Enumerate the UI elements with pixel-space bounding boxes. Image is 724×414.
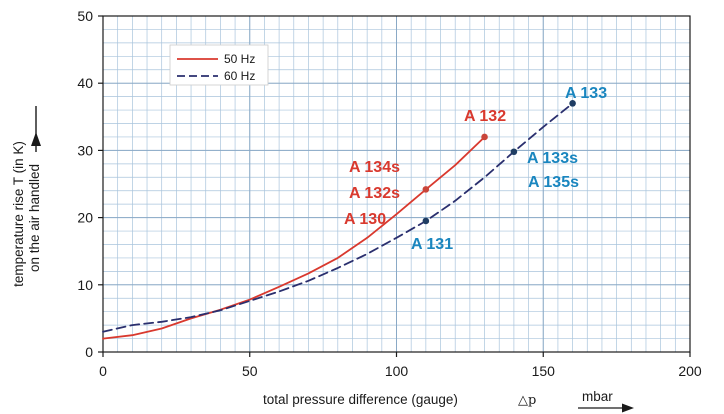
series-line-50hz bbox=[102, 136, 486, 340]
legend-box bbox=[169, 44, 269, 86]
data-point bbox=[569, 100, 576, 107]
annotation-a132: A 132 bbox=[464, 108, 506, 125]
y-axis-ticks: 0 10 20 30 40 50 bbox=[77, 8, 103, 360]
y-tick-label: 20 bbox=[77, 210, 93, 226]
annotation-a135s: A 135s bbox=[528, 174, 579, 191]
y-tick-label: 10 bbox=[77, 277, 93, 293]
x-axis-unit: mbar bbox=[582, 389, 613, 404]
y-tick-label: 50 bbox=[77, 8, 93, 24]
data-point bbox=[510, 148, 518, 156]
series-layer bbox=[102, 102, 574, 340]
y-tick-label: 40 bbox=[77, 75, 93, 91]
annotation-a133s: A 133s bbox=[527, 150, 578, 167]
data-point bbox=[422, 217, 430, 225]
y-tick-label: 30 bbox=[77, 142, 93, 158]
x-tick-label: 0 bbox=[99, 363, 107, 379]
y-tick-label: 0 bbox=[85, 344, 93, 360]
series-line-60hz bbox=[102, 102, 574, 333]
data-point bbox=[422, 186, 430, 193]
x-tick-label: 50 bbox=[242, 363, 258, 379]
y-axis-title-line1: temperature rise T (in K) bbox=[11, 141, 26, 287]
y-axis-title-line2: on the air handled bbox=[27, 164, 42, 272]
data-point bbox=[481, 133, 488, 141]
annotation-a131: A 131 bbox=[411, 236, 453, 253]
x-axis-ticks: 0 50 100 150 200 bbox=[99, 352, 702, 379]
legend: 50 Hz 60 Hz bbox=[169, 44, 269, 86]
y-axis-arrowhead bbox=[31, 132, 41, 146]
legend-label-50hz: 50 Hz bbox=[224, 52, 255, 66]
points-layer bbox=[422, 100, 576, 225]
legend-label-60hz: 60 Hz bbox=[224, 69, 255, 83]
annotation-a130: A 130 bbox=[344, 211, 386, 228]
x-tick-label: 200 bbox=[678, 363, 702, 379]
x-tick-label: 100 bbox=[385, 363, 409, 379]
x-tick-label: 150 bbox=[532, 363, 556, 379]
annotation-a133: A 133 bbox=[565, 85, 607, 102]
x-axis-title: total pressure difference (gauge) bbox=[263, 392, 458, 407]
annotation-a132s: A 132s bbox=[349, 185, 400, 202]
y-axis-title-line2-group: on the air handled bbox=[27, 164, 42, 272]
y-axis-title-line1-group: temperature rise T (in K) bbox=[11, 141, 26, 287]
x-axis-symbol: △p bbox=[518, 393, 536, 408]
x-axis-unit-arrowhead bbox=[622, 403, 634, 413]
annotation-a134s: A 134s bbox=[349, 159, 400, 176]
